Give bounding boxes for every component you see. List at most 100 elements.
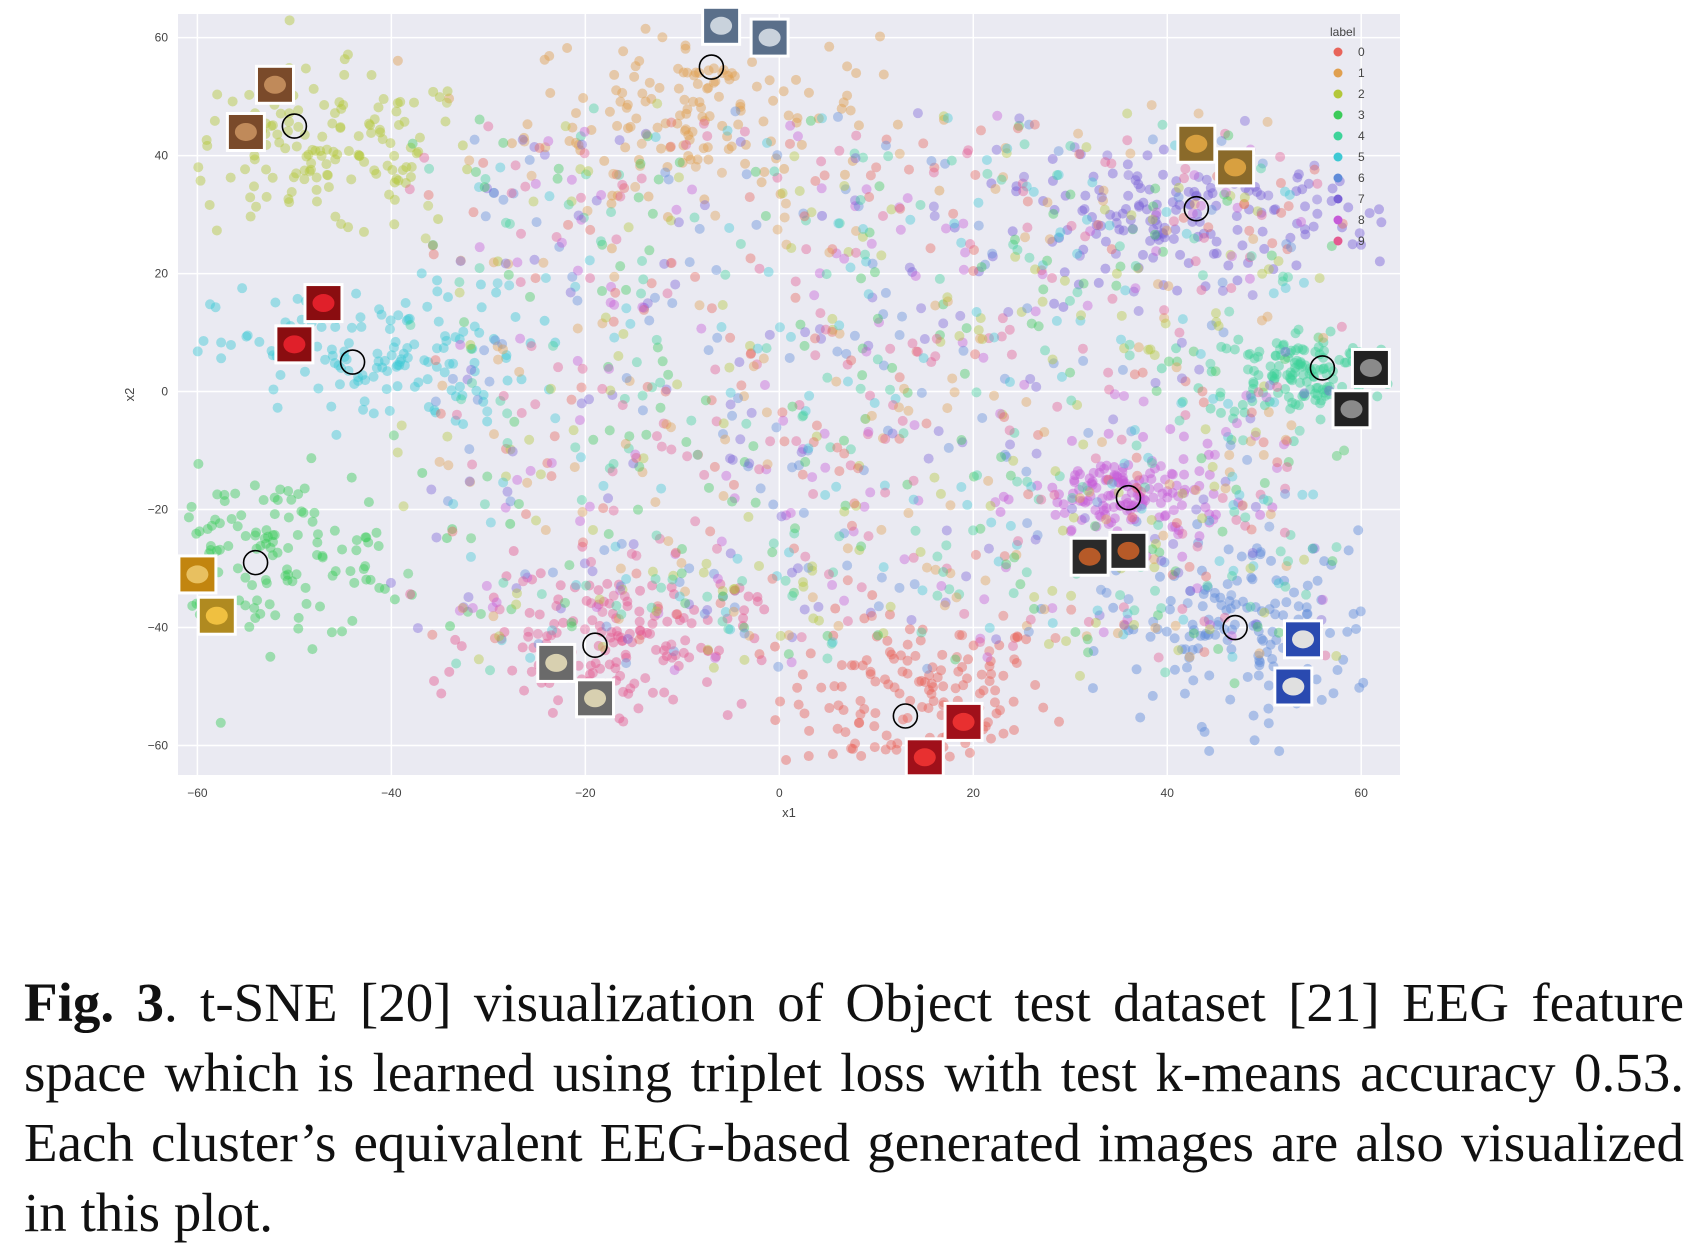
- scatter-point: [1117, 208, 1128, 219]
- scatter-point: [972, 470, 983, 481]
- scatter-point: [441, 533, 452, 544]
- scatter-point: [986, 733, 997, 744]
- scatter-point: [621, 373, 632, 384]
- scatter-point: [1154, 547, 1165, 558]
- scatter-point: [622, 99, 633, 110]
- scatter-point: [1088, 467, 1099, 478]
- scatter-point: [953, 666, 964, 677]
- scatter-point: [1179, 487, 1190, 498]
- scatter-point: [1176, 398, 1187, 409]
- scatter-point: [1150, 377, 1161, 388]
- scatter-point: [709, 568, 720, 579]
- scatter-point: [1173, 525, 1184, 536]
- scatter-point: [618, 716, 629, 727]
- scatter-point: [772, 172, 783, 183]
- scatter-point: [409, 381, 420, 392]
- scatter-point: [1000, 562, 1011, 573]
- scatter-point: [1121, 493, 1132, 504]
- scatter-point: [1267, 371, 1278, 382]
- scatter-point: [401, 315, 412, 326]
- scatter-point: [733, 393, 744, 404]
- scatter-point: [699, 469, 710, 480]
- scatter-point: [832, 723, 843, 734]
- scatter-point: [772, 224, 783, 235]
- scatter-point: [283, 194, 294, 205]
- scatter-point: [607, 466, 618, 477]
- scatter-point: [961, 323, 972, 334]
- scatter-point: [365, 120, 376, 131]
- scatter-point: [657, 356, 668, 367]
- scatter-point: [212, 489, 223, 500]
- scatter-point: [1133, 262, 1144, 273]
- scatter-point: [545, 87, 556, 98]
- scatter-point: [1293, 169, 1304, 180]
- scatter-point: [652, 122, 663, 133]
- scatter-point: [456, 641, 467, 652]
- scatter-point: [699, 194, 710, 205]
- scatter-point: [1021, 397, 1032, 408]
- scatter-point: [1318, 332, 1329, 343]
- scatter-point: [904, 624, 915, 635]
- scatter-point: [786, 657, 797, 668]
- scatter-point: [1021, 181, 1032, 192]
- scatter-point: [839, 528, 850, 539]
- scatter-point: [494, 631, 505, 642]
- scatter-point: [1216, 341, 1227, 352]
- scatter-point: [1047, 153, 1058, 164]
- scatter-point: [631, 550, 642, 561]
- scatter-point: [564, 560, 575, 571]
- scatter-point: [1049, 204, 1060, 215]
- scatter-point: [932, 551, 943, 562]
- scatter-point: [1297, 344, 1308, 355]
- scatter-point: [885, 384, 896, 395]
- scatter-point: [703, 345, 714, 356]
- scatter-point: [1189, 186, 1200, 197]
- scatter-point: [1036, 494, 1047, 505]
- scatter-point: [1109, 470, 1120, 481]
- x-tick-label: 40: [1161, 786, 1175, 800]
- scatter-point: [985, 656, 996, 667]
- scatter-point: [345, 566, 356, 577]
- scatter-point: [854, 545, 865, 556]
- scatter-point: [462, 374, 473, 385]
- scatter-point: [219, 489, 230, 500]
- scatter-point: [595, 236, 606, 247]
- scatter-point: [775, 189, 786, 200]
- scatter-point: [287, 576, 298, 587]
- scatter-point: [1069, 477, 1080, 488]
- scatter-point: [528, 642, 539, 653]
- scatter-point: [976, 262, 987, 273]
- scatter-point: [853, 718, 864, 729]
- scatter-point: [690, 67, 701, 78]
- scatter-point: [442, 431, 453, 442]
- scatter-point: [1285, 367, 1296, 378]
- scatter-point: [427, 240, 438, 251]
- scatter-point: [339, 54, 350, 65]
- scatter-point: [385, 315, 396, 326]
- scatter-point: [827, 313, 838, 324]
- scatter-point: [872, 313, 883, 324]
- scatter-point: [1145, 344, 1156, 355]
- scatter-point: [828, 630, 839, 641]
- scatter-point: [1196, 453, 1207, 464]
- scatter-point: [575, 516, 586, 527]
- scatter-point: [637, 467, 648, 478]
- scatter-point: [1272, 381, 1283, 392]
- scatter-point: [1050, 466, 1061, 477]
- scatter-point: [1135, 183, 1146, 194]
- scatter-point: [1224, 596, 1235, 607]
- scatter-point: [834, 145, 845, 156]
- scatter-point: [943, 442, 954, 453]
- scooter-image: [1283, 619, 1324, 660]
- scatter-point: [1301, 602, 1312, 613]
- scatter-point: [1131, 516, 1142, 527]
- scatter-point: [1316, 594, 1327, 605]
- scatter-point: [330, 566, 341, 577]
- scatter-point: [773, 661, 784, 672]
- scatter-point: [803, 751, 814, 762]
- scatter-point: [1014, 120, 1025, 131]
- scatter-point: [1248, 365, 1259, 376]
- scatter-point: [1251, 186, 1262, 197]
- scatter-point: [560, 121, 571, 132]
- scatter-point: [984, 646, 995, 657]
